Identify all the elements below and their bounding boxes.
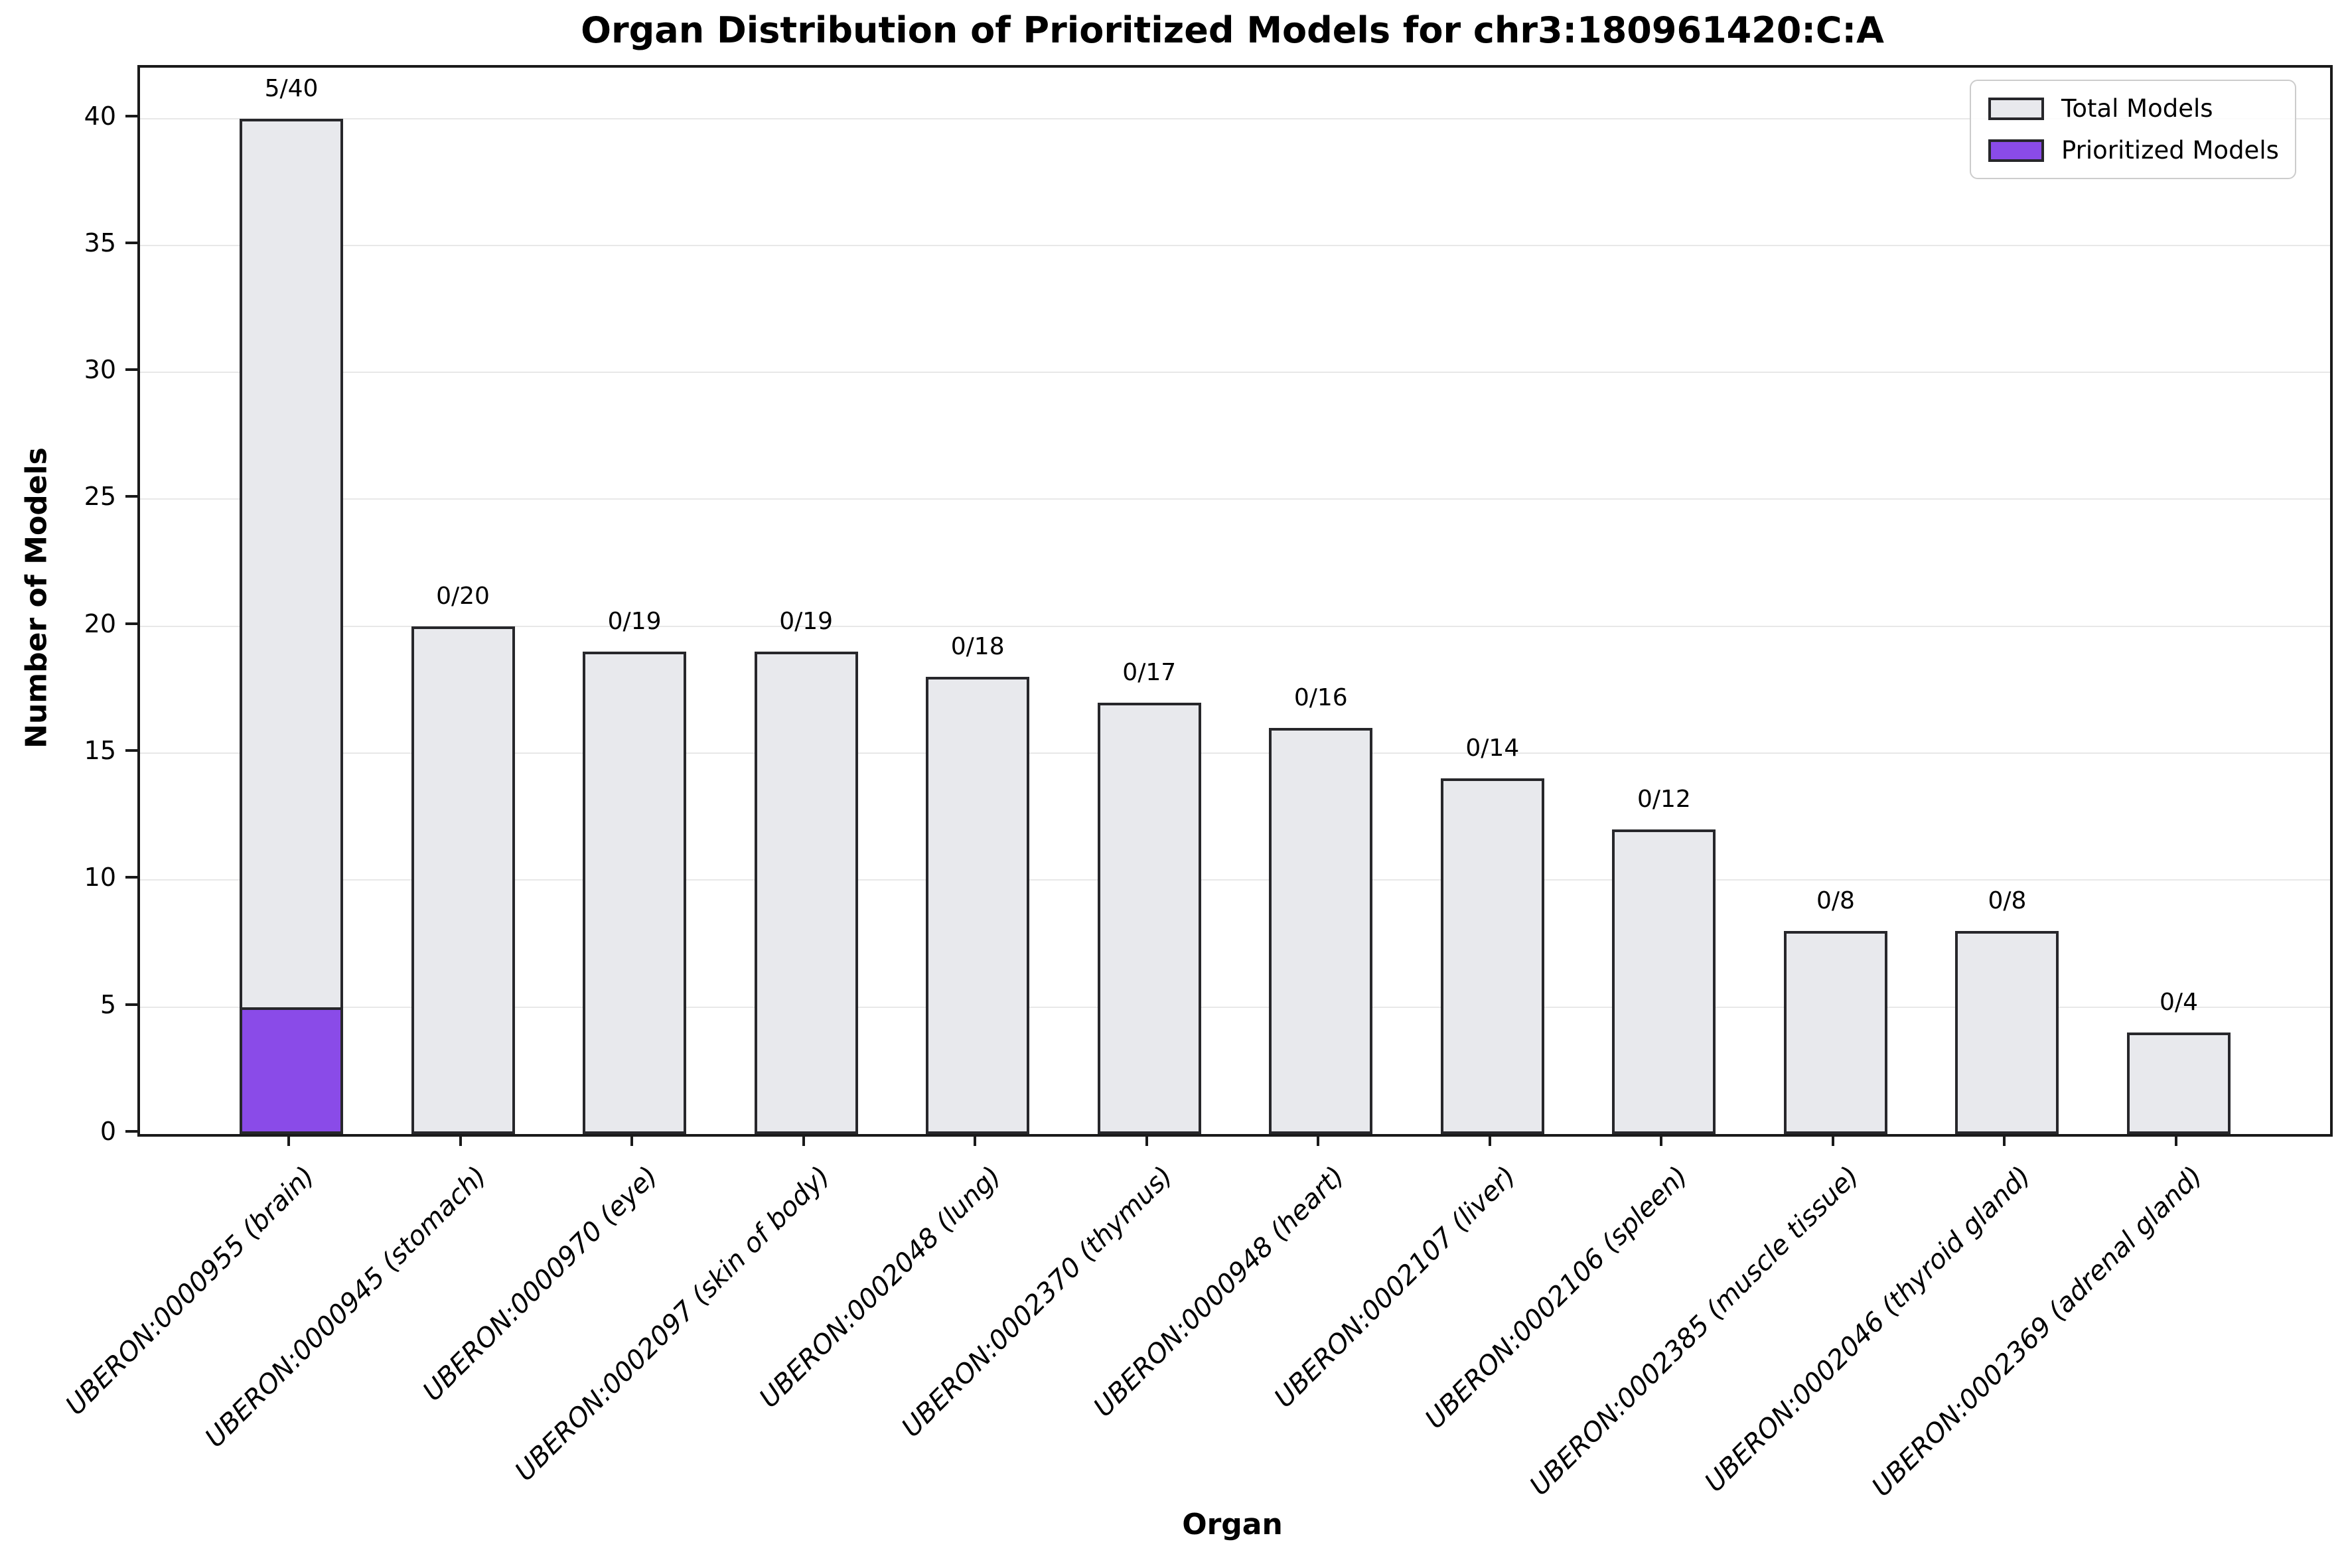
bar-value-label: 0/16 <box>1293 683 1348 711</box>
bar-value-label: 0/20 <box>436 582 490 610</box>
bar-value-label: 0/18 <box>950 633 1005 661</box>
total-bar <box>1783 930 1887 1134</box>
xtick-label: UBERON:0002369 (adrenal gland) <box>1866 1161 2209 1503</box>
bar-value-label: 0/19 <box>779 608 834 636</box>
legend-label-total: Total Models <box>2061 94 2213 123</box>
xtick-mark <box>1317 1134 1320 1146</box>
ytick-mark-30 <box>125 368 137 372</box>
total-bar <box>1955 930 2059 1134</box>
total-bar <box>583 652 687 1134</box>
ytick-label-0: 0 <box>100 1117 116 1146</box>
xtick-mark <box>1831 1134 1834 1146</box>
total-bar <box>2127 1032 2231 1134</box>
gridline-y30 <box>140 372 2330 374</box>
xtick-mark <box>1660 1134 1663 1146</box>
gridline-y35 <box>140 244 2330 246</box>
legend-item-total: Total Models <box>1988 94 2278 123</box>
ytick-mark-15 <box>125 749 137 752</box>
bar-value-label: 5/40 <box>264 74 319 102</box>
ytick-mark-0 <box>125 1130 137 1133</box>
ytick-mark-5 <box>125 1003 137 1006</box>
bar-value-label: 0/8 <box>1988 887 2027 914</box>
total-bar <box>240 118 343 1134</box>
legend-item-prioritized: Prioritized Models <box>1988 136 2279 165</box>
xtick-mark <box>802 1134 805 1146</box>
bar-value-label: 0/17 <box>1122 658 1177 686</box>
gridline-y20 <box>140 625 2330 627</box>
ytick-mark-40 <box>125 114 137 117</box>
ytick-label-15: 15 <box>84 736 116 766</box>
total-bar <box>411 626 515 1134</box>
gridline-y40 <box>140 117 2330 119</box>
xtick-mark <box>974 1134 977 1146</box>
xtick-mark <box>459 1134 462 1146</box>
x-axis-label: Organ <box>1182 1508 1283 1541</box>
xtick-label: UBERON:0000945 (stomach) <box>199 1161 493 1454</box>
bar-value-label: 0/4 <box>2160 988 2198 1016</box>
gridline-y15 <box>140 752 2330 754</box>
total-models-swatch <box>1988 97 2044 120</box>
ytick-label-40: 40 <box>84 101 116 131</box>
xtick-mark <box>630 1134 634 1146</box>
chart-title: Organ Distribution of Prioritized Models… <box>581 9 1884 51</box>
ytick-label-25: 25 <box>84 482 116 512</box>
xtick-mark <box>1488 1134 1491 1146</box>
bar-value-label: 0/19 <box>607 608 662 636</box>
bar-value-label: 0/12 <box>1637 785 1691 813</box>
ytick-mark-10 <box>125 876 137 879</box>
xtick-label: UBERON:0002370 (thymus) <box>896 1161 1179 1444</box>
total-bar <box>1097 702 1201 1134</box>
bar-value-label: 0/14 <box>1465 735 1520 762</box>
prioritized-models-swatch <box>1988 139 2044 162</box>
xtick-mark <box>287 1134 290 1146</box>
gridline-y25 <box>140 498 2330 500</box>
ytick-mark-35 <box>125 241 137 244</box>
xtick-mark <box>1145 1134 1148 1146</box>
total-bar <box>1612 829 1716 1134</box>
xtick-label: UBERON:0002046 (thyroid gland) <box>1699 1161 2037 1498</box>
ytick-label-10: 10 <box>84 863 116 892</box>
legend-label-prioritized: Prioritized Models <box>2061 136 2279 165</box>
gridline-y5 <box>140 1006 2330 1008</box>
prioritized-bar <box>240 1007 343 1134</box>
ytick-mark-25 <box>125 495 137 498</box>
total-bar <box>1269 727 1373 1134</box>
ytick-label-5: 5 <box>100 989 116 1019</box>
ytick-label-35: 35 <box>84 228 116 257</box>
ytick-label-20: 20 <box>84 608 116 638</box>
gridline-y10 <box>140 879 2330 881</box>
total-bar <box>754 652 858 1134</box>
total-bar <box>1440 778 1544 1134</box>
ytick-mark-20 <box>125 622 137 625</box>
xtick-mark <box>2175 1134 2177 1146</box>
xtick-label: UBERON:0002097 (skin of body) <box>508 1161 836 1488</box>
bar-value-label: 0/8 <box>1816 887 1855 914</box>
ytick-label-30: 30 <box>84 355 116 385</box>
xtick-mark <box>2003 1134 2006 1146</box>
plot-area: 5/40 0/20 0/19 0/19 0/18 0/17 0/16 0/14 0/12 0/8 0… <box>137 65 2333 1137</box>
xtick-label: UBERON:0002385 (muscle tissue) <box>1524 1161 1866 1502</box>
total-bar <box>926 677 1030 1134</box>
legend: Total Models Prioritized Models <box>1970 80 2296 179</box>
